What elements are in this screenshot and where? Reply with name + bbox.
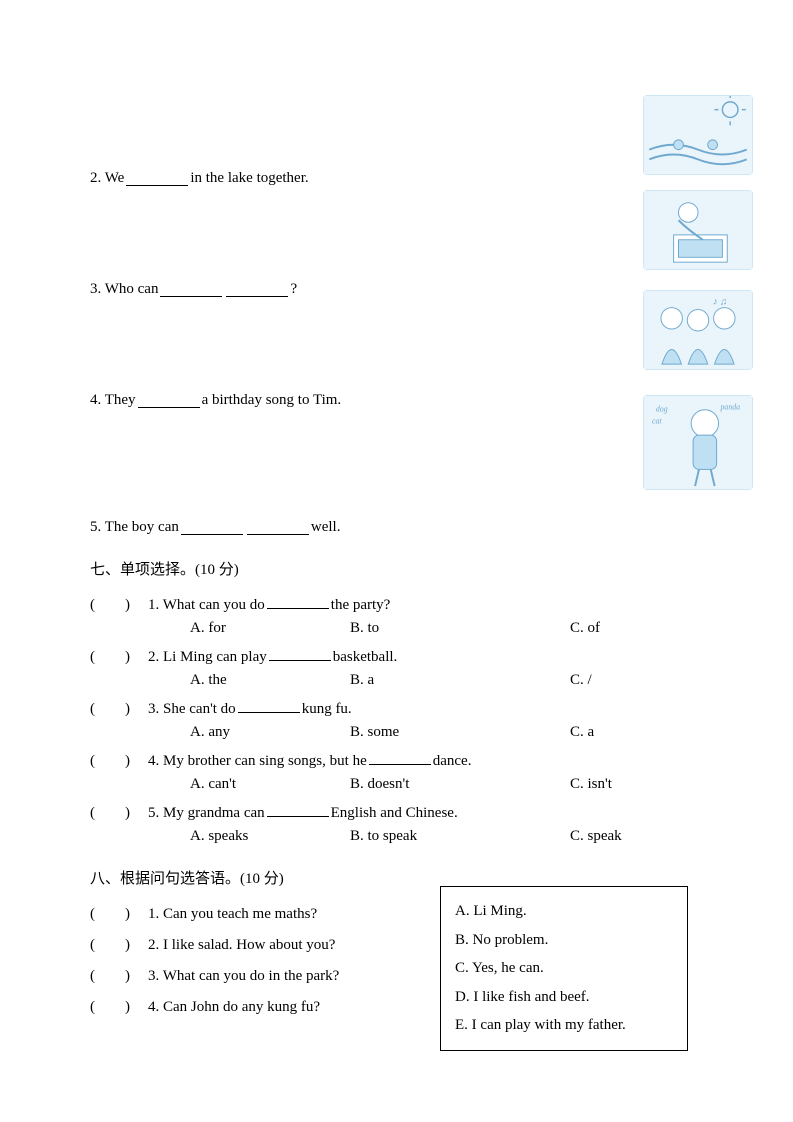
q5-blank-2[interactable]	[247, 520, 309, 535]
answer-paren[interactable]: ( )	[90, 995, 148, 1016]
boy-drawing-icon	[644, 191, 752, 269]
mc-stem-pre: 1. What can you do	[148, 597, 265, 614]
option-b[interactable]: B. a	[350, 672, 570, 689]
q5-blank-1[interactable]	[181, 520, 243, 535]
answer-option-B[interactable]: B. No problem.	[455, 926, 673, 955]
fill-q5: 5. The boy can well.	[90, 519, 713, 536]
q3-pre: 3. Who can	[90, 281, 158, 298]
mc-container: ( )1. What can you do the party?A. forB.…	[90, 593, 713, 845]
option-c[interactable]: C. a	[570, 724, 594, 741]
mc-stem-post: the party?	[331, 597, 391, 614]
q3-blank-1[interactable]	[160, 282, 222, 297]
option-a[interactable]: A. can't	[190, 776, 350, 793]
answer-option-D[interactable]: D. I like fish and beef.	[455, 983, 673, 1012]
option-c[interactable]: C. /	[570, 672, 592, 689]
q4-blank[interactable]	[138, 393, 200, 408]
option-b[interactable]: B. to	[350, 620, 570, 637]
q4-post: a birthday song to Tim.	[202, 392, 342, 409]
svg-text:♪ ♫: ♪ ♫	[713, 297, 728, 308]
mc-stem-post: English and Chinese.	[331, 805, 458, 822]
answer-paren[interactable]: ( )	[90, 902, 148, 923]
answer-option-E[interactable]: E. I can play with my father.	[455, 1011, 673, 1040]
mc-question-4: ( )4. My brother can sing songs, but he …	[90, 749, 713, 793]
q3-post: ?	[290, 281, 297, 298]
svg-text:panda: panda	[720, 403, 741, 412]
mc-stem-pre: 2. Li Ming can play	[148, 649, 267, 666]
fill-q2: 2. We in the lake together.	[90, 170, 713, 187]
match-text: 3. What can you do in the park?	[148, 968, 339, 985]
q5-post: well.	[311, 519, 341, 536]
mc-stem-pre: 3. She can't do	[148, 701, 236, 718]
mc-stem-pre: 5. My grandma can	[148, 805, 265, 822]
answer-option-C[interactable]: C. Yes, he can.	[455, 954, 673, 983]
image-q4: ♪ ♫	[643, 290, 753, 370]
option-b[interactable]: B. doesn't	[350, 776, 570, 793]
mc-question-3: ( )3. She can't do kung fu. A. anyB. some…	[90, 697, 713, 741]
image-q5: dog cat panda	[643, 395, 753, 490]
option-c[interactable]: C. of	[570, 620, 600, 637]
option-c[interactable]: C. isn't	[570, 776, 612, 793]
section7-title: 七、单项选择。(10 分)	[90, 558, 713, 579]
answer-option-A[interactable]: A. Li Ming.	[455, 897, 673, 926]
q2-pre: 2. We	[90, 170, 124, 187]
mc-stem-post: dance.	[433, 753, 472, 770]
swim-lake-icon	[644, 96, 752, 174]
option-a[interactable]: A. for	[190, 620, 350, 637]
mc-blank[interactable]	[267, 594, 329, 609]
option-a[interactable]: A. the	[190, 672, 350, 689]
mc-blank[interactable]	[269, 646, 331, 661]
answer-paren[interactable]: ( )	[90, 933, 148, 954]
q2-blank[interactable]	[126, 171, 188, 186]
singing-kids-icon: ♪ ♫	[644, 291, 752, 369]
q4-pre: 4. They	[90, 392, 136, 409]
mc-stem-pre: 4. My brother can sing songs, but he	[148, 753, 367, 770]
image-q3	[643, 190, 753, 270]
boy-speaking-icon: dog cat panda	[644, 396, 752, 489]
q5-pre: 5. The boy can	[90, 519, 179, 536]
mc-blank[interactable]	[267, 802, 329, 817]
image-q2	[643, 95, 753, 175]
mc-blank[interactable]	[238, 698, 300, 713]
q2-post: in the lake together.	[190, 170, 308, 187]
mc-stem-post: kung fu.	[302, 701, 352, 718]
match-text: 4. Can John do any kung fu?	[148, 999, 320, 1016]
answer-paren[interactable]: ( )	[90, 964, 148, 985]
mc-question-1: ( )1. What can you do the party? A. forB.…	[90, 593, 713, 637]
mc-blank[interactable]	[369, 750, 431, 765]
mc-question-2: ( )2. Li Ming can play basketball. A. the…	[90, 645, 713, 689]
option-a[interactable]: A. speaks	[190, 828, 350, 845]
mc-stem-post: basketball.	[333, 649, 398, 666]
answer-paren[interactable]: ( )	[90, 697, 148, 718]
answer-box: A. Li Ming.B. No problem.C. Yes, he can.…	[440, 886, 688, 1051]
fill-q4: 4. They a birthday song to Tim.	[90, 392, 713, 409]
match-text: 2. I like salad. How about you?	[148, 937, 335, 954]
match-text: 1. Can you teach me maths?	[148, 906, 317, 923]
section8-title: 八、根据问句选答语。(10 分)	[90, 867, 713, 888]
answer-paren[interactable]: ( )	[90, 749, 148, 770]
option-b[interactable]: B. some	[350, 724, 570, 741]
option-b[interactable]: B. to speak	[350, 828, 570, 845]
fill-q3: 3. Who can ?	[90, 281, 713, 298]
option-c[interactable]: C. speak	[570, 828, 622, 845]
q3-blank-2[interactable]	[226, 282, 288, 297]
mc-question-5: ( )5. My grandma can English and Chinese…	[90, 801, 713, 845]
option-a[interactable]: A. any	[190, 724, 350, 741]
answer-paren[interactable]: ( )	[90, 593, 148, 614]
answer-paren[interactable]: ( )	[90, 801, 148, 822]
svg-text:cat: cat	[652, 416, 662, 425]
answer-paren[interactable]: ( )	[90, 645, 148, 666]
